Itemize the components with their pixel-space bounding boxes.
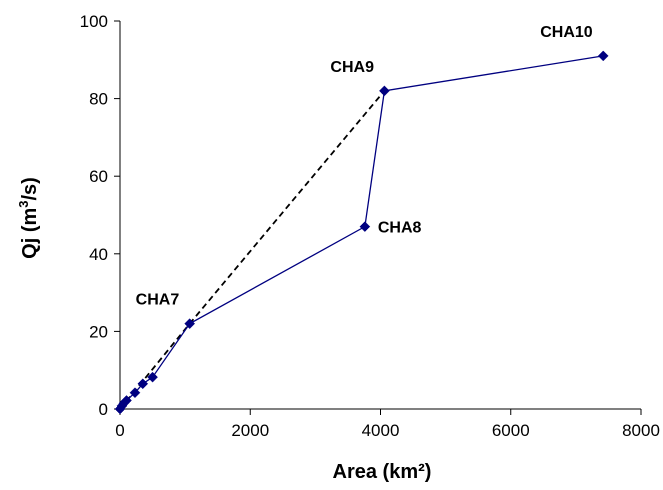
solid-series-line — [119, 55, 604, 410]
dashed-series-line — [119, 90, 386, 410]
data-point-marker — [184, 318, 196, 329]
data-point-marker — [121, 395, 132, 406]
x-tick-label: 0 — [115, 421, 124, 440]
y-ticks: 0 20 40 60 80 100 — [80, 12, 120, 419]
x-tick-label: 2000 — [231, 421, 269, 440]
axes — [119, 21, 641, 410]
x-tick-label: 4000 — [362, 421, 400, 440]
data-point-marker — [359, 221, 371, 232]
y-axis-title: Qj (m3/s) — [16, 177, 41, 259]
series-lines — [119, 55, 604, 410]
y-tick-label: 80 — [89, 90, 108, 109]
data-point-marker — [147, 371, 158, 383]
point-annotation: CHA9 — [330, 59, 374, 76]
y-tick-label: 0 — [99, 400, 108, 419]
point-annotation: CHA7 — [136, 292, 180, 309]
y-tick-label: 60 — [89, 167, 108, 186]
y-axis-title-tail: /s) — [19, 177, 41, 200]
x-tick-label: 8000 — [622, 421, 660, 440]
x-tick-label: 6000 — [492, 421, 530, 440]
x-ticks: 0 2000 4000 6000 8000 — [115, 409, 660, 440]
data-point-marker — [129, 387, 141, 399]
y-tick-label: 20 — [89, 322, 108, 341]
data-point-marker — [379, 85, 390, 97]
point-annotation: CHA8 — [378, 220, 422, 237]
data-point-marker — [137, 378, 149, 390]
point-annotation: CHA10 — [540, 24, 593, 41]
y-tick-label: 100 — [80, 12, 108, 31]
data-point-marker — [597, 50, 609, 62]
series-markers — [114, 50, 609, 415]
y-axis-title-sup: 3 — [16, 200, 31, 207]
y-axis-title-base: Qj (m — [19, 208, 41, 259]
y-tick-label: 40 — [89, 245, 108, 264]
x-axis-title: Area (km²) — [333, 461, 432, 483]
point-annotations: CHA7 CHA8 CHA9 CHA10 — [136, 24, 593, 309]
